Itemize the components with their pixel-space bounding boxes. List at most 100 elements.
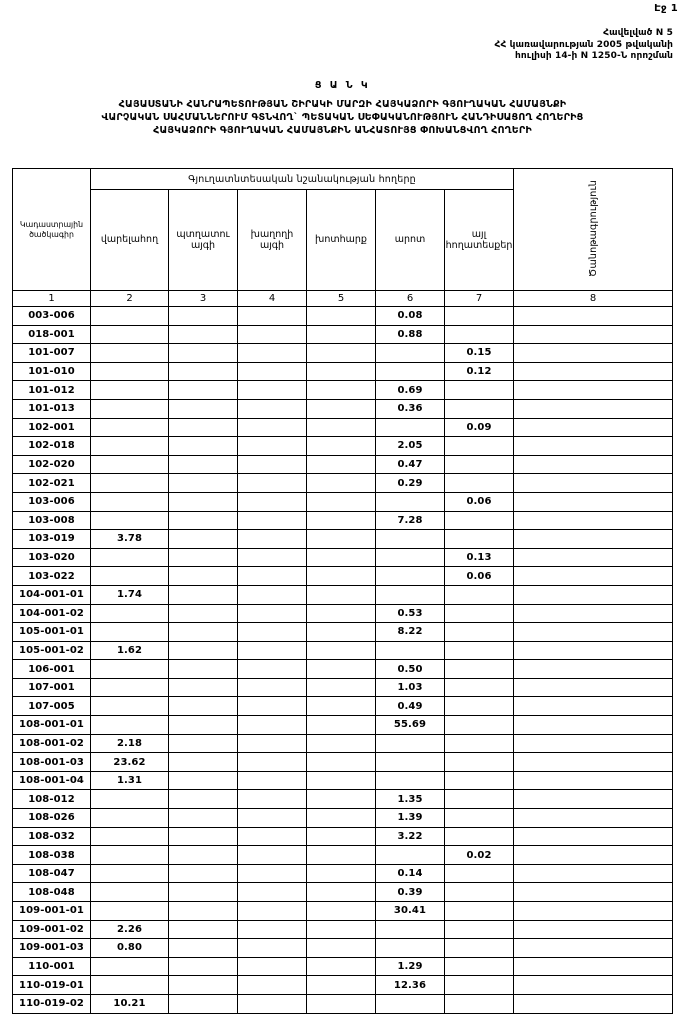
cell-pasture: 0.08 [375,306,445,326]
cell-hayfield [306,529,376,549]
cell-arable [90,789,169,810]
cell-pasture [375,845,445,865]
cell-vineyard [237,845,307,865]
cell-cadastral-code: 108-047 [12,863,91,884]
cell-vineyard [237,491,307,512]
cell-arable [90,975,169,995]
cell-hayfield [306,640,376,661]
table-row: 110-019-02 10.21 [12,993,674,1014]
cell-cadastral-code: 102-018 [12,436,91,456]
cell-pasture [375,993,445,1014]
table-row: 108-038 0.02 [12,845,674,865]
cell-vineyard [237,770,307,791]
cell-arable [90,863,169,884]
cell-remark [513,566,674,586]
cell-arable [90,547,169,568]
cell-other-lands [443,752,515,772]
cell-arable [90,454,169,475]
cell-cadastral-code: 102-021 [12,473,91,493]
cell-pasture: 0.39 [375,882,445,902]
cell-vineyard [237,584,307,605]
cell-orchard [168,659,238,679]
table-row: 107-001 1.03 [12,677,674,698]
cell-pasture: 1.35 [375,789,445,810]
cell-arable [90,491,169,512]
cell-vineyard [237,380,307,400]
cell-remark [513,938,674,958]
cell-arable [90,343,169,363]
cell-orchard [168,845,238,865]
cell-cadastral-code: 108-048 [12,882,91,902]
cell-orchard [168,715,238,735]
table-row: 101-013 0.36 [12,398,674,419]
cell-hayfield [306,306,376,326]
table-row: 109-001-01 30.41 [12,901,674,921]
cell-vineyard [237,901,307,921]
cell-orchard [168,808,238,828]
cell-vineyard [237,306,307,326]
cell-orchard [168,938,238,958]
cell-cadastral-code: 105-001-01 [12,622,91,642]
cell-pasture: 12.36 [375,975,445,995]
cell-other-lands: 0.02 [443,845,515,865]
column-header-cadastral-code: Կադաստրային ծածկագիր [12,168,91,291]
cell-vineyard [237,454,307,475]
cell-cadastral-code: 103-006 [12,491,91,512]
cell-arable [90,436,169,456]
cell-pasture: 0.53 [375,603,445,624]
cell-remark [513,454,674,475]
cell-remark [513,380,674,400]
cell-cadastral-code: 104-001-01 [12,584,91,605]
cell-remark [513,398,674,419]
cell-arable [90,659,169,679]
cell-cadastral-code: 101-013 [12,398,91,419]
cell-remark [513,324,674,345]
cell-other-lands [443,808,515,828]
cell-arable: 1.31 [90,770,169,791]
cell-vineyard [237,808,307,828]
cell-pasture [375,584,445,605]
cell-other-lands [443,603,515,624]
cell-remark [513,473,674,493]
cell-remark [513,808,674,828]
cell-hayfield [306,808,376,828]
cell-orchard [168,398,238,419]
cell-remark [513,770,674,791]
cell-other-lands [443,659,515,679]
cell-remark [513,361,674,382]
cell-orchard [168,826,238,847]
table-row: 103-022 0.06 [12,566,674,586]
cell-remark [513,919,674,940]
title-line-1: ՀԱՅԱՍՏԱՆԻ ՀԱՆՐԱՊԵՏՈՒԹՅԱՆ ՇԻՐԱԿԻ ՄԱՐԶԻ ՀԱ… [118,99,567,110]
cell-vineyard [237,566,307,586]
cell-orchard [168,547,238,568]
cell-orchard [168,733,238,754]
cell-arable [90,324,169,345]
cell-hayfield [306,677,376,698]
cell-other-lands [443,882,515,902]
cell-other-lands [443,696,515,717]
cell-vineyard [237,789,307,810]
cell-other-lands [443,584,515,605]
cell-vineyard [237,603,307,624]
cell-remark [513,510,674,531]
column-number-2: 2 [90,290,169,307]
cell-orchard [168,306,238,326]
cell-hayfield [306,510,376,531]
cell-hayfield [306,603,376,624]
cell-vineyard [237,473,307,493]
cell-pasture: 3.22 [375,826,445,847]
cell-vineyard [237,640,307,661]
cell-hayfield [306,584,376,605]
cell-vineyard [237,510,307,531]
column-header-pasture: արոտ [375,189,445,291]
cell-cadastral-code: 101-010 [12,361,91,382]
cell-cadastral-code: 003-006 [12,306,91,326]
cell-vineyard [237,956,307,977]
cell-pasture: 8.22 [375,622,445,642]
document-kind: Ց Ա Ն Կ [314,80,371,91]
cell-cadastral-code: 018-001 [12,324,91,345]
cell-vineyard [237,622,307,642]
cell-hayfield [306,901,376,921]
cell-remark [513,491,674,512]
